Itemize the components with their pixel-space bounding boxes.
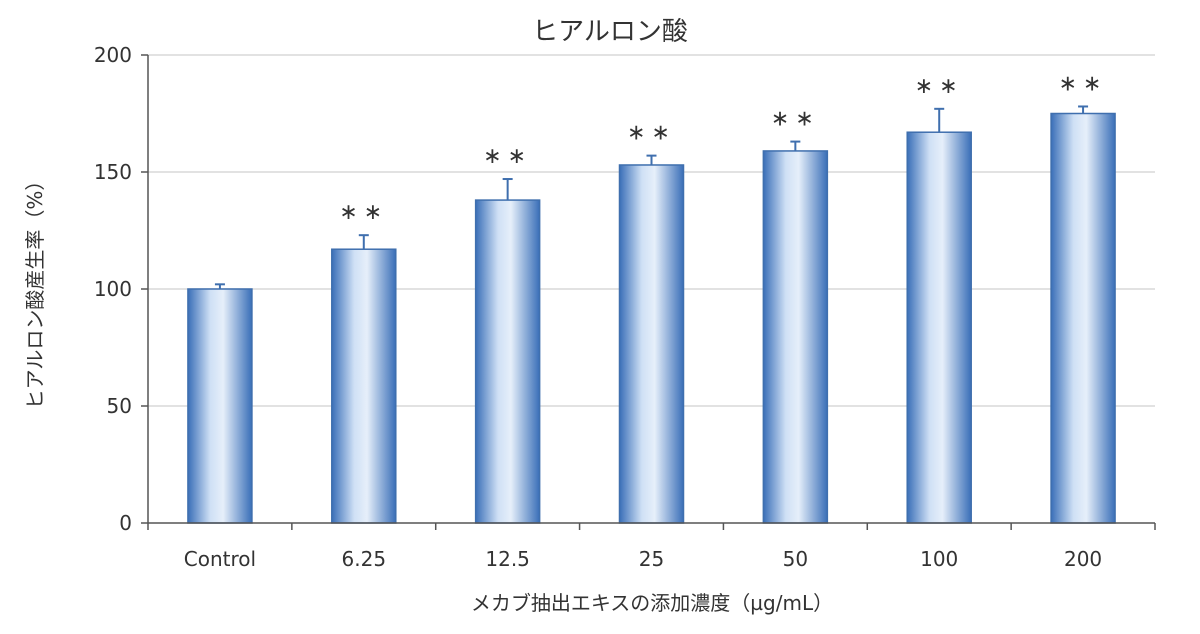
x-tick-label: 25 [639,547,664,571]
x-tick-label: 100 [920,547,958,571]
significance-marker: ∗∗ [915,74,964,99]
x-tick-label: 6.25 [342,547,387,571]
bar [906,131,972,524]
y-tick-label: 100 [94,277,132,301]
bar [331,248,397,524]
y-tick-label: 50 [107,394,132,418]
y-tick-label: 150 [94,160,132,184]
chart-title: ヒアルロン酸 [532,17,688,47]
bar [187,288,253,524]
significance-marker: ∗∗ [627,121,676,146]
x-axis-label: メカブ抽出エキスの添加濃度（µg/mL） [471,591,833,615]
significance-marker: ∗∗ [1059,71,1108,96]
bar [762,150,829,524]
x-tick-label: Control [184,547,256,571]
y-tick-label: 200 [94,43,132,67]
significance-marker: ∗∗ [339,200,388,225]
x-tick-label: 200 [1064,547,1102,571]
bar [474,199,541,524]
x-tick-label: 50 [783,547,808,571]
significance-marker: ∗∗ [483,144,532,169]
x-tick-label: 12.5 [485,547,530,571]
significance-marker: ∗∗ [771,107,820,132]
bar [1050,112,1116,524]
y-axis-label: ヒアルロン酸産生率（%） [23,171,47,410]
y-tick-label: 0 [119,511,132,535]
bar [618,164,685,524]
